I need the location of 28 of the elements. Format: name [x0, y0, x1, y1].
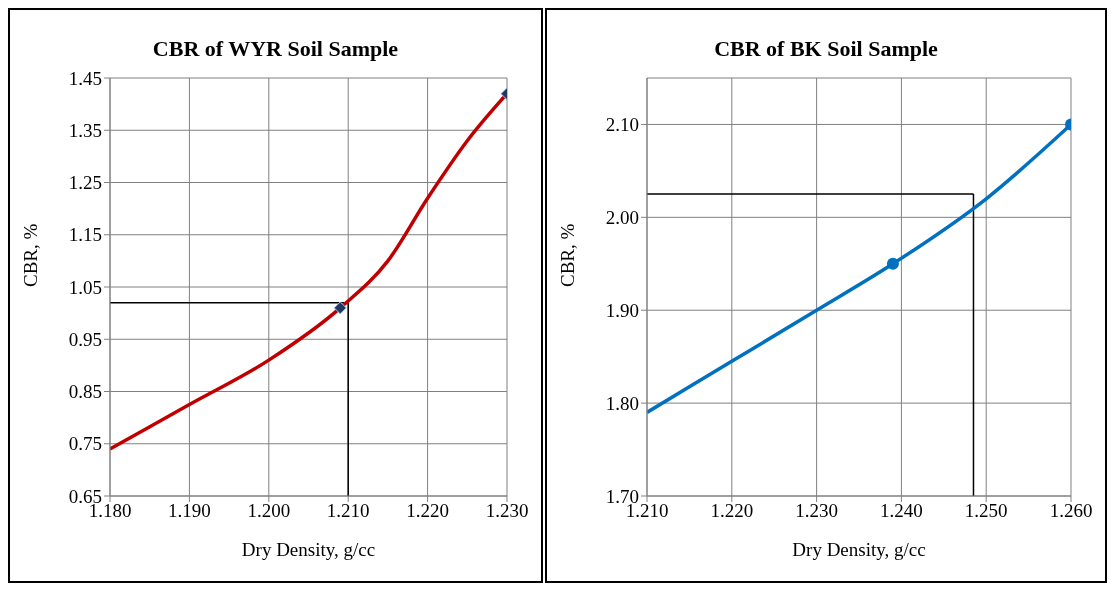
y-tick-label: 0.85 [68, 381, 102, 403]
x-tick-label: 1.260 [1049, 500, 1093, 522]
y-tick-label: 1.45 [68, 67, 102, 89]
x-tick-label: 1.230 [485, 500, 529, 522]
x-tick-label: 1.190 [168, 500, 211, 522]
x-axis-title: Dry Density, g/cc [792, 539, 926, 560]
y-axis-title: CBR, % [556, 223, 578, 287]
x-tick-label: 1.220 [406, 500, 449, 522]
y-tick-label: 1.35 [68, 120, 102, 141]
y-tick-label: 1.25 [68, 172, 102, 194]
x-tick-label: 1.200 [247, 500, 291, 522]
x-tick-label: 1.220 [710, 500, 754, 522]
chart-title: CBR of BK Soil Sample [713, 36, 939, 63]
y-tick-label: 2.00 [605, 207, 639, 229]
x-tick-label: 1.240 [880, 500, 923, 522]
y-axis-title: CBR, % [19, 223, 41, 287]
x-tick-label: 1.230 [795, 500, 838, 522]
x-tick-label: 1.210 [326, 500, 370, 522]
y-tick-label: 1.05 [68, 276, 102, 298]
y-tick-label: 0.75 [68, 433, 102, 455]
y-tick-label: 2.10 [605, 114, 639, 136]
chart-title: CBR of WYR Soil Sample [151, 36, 400, 63]
y-tick-label: 1.80 [605, 392, 639, 414]
y-tick-label: 0.95 [68, 328, 102, 350]
y-tick-label: 1.90 [605, 299, 639, 321]
x-axis-title: Dry Density, g/cc [241, 539, 376, 560]
y-tick-label: 1.15 [68, 224, 102, 246]
x-tick-label: 1.250 [964, 500, 1008, 522]
